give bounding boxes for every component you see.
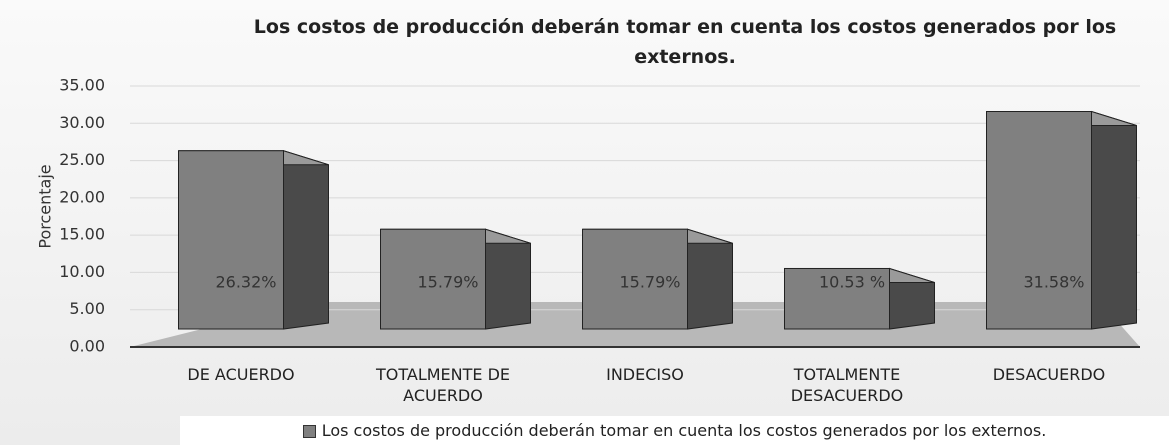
x-tick-label: TOTALMENTE DESACUERDO bbox=[790, 365, 904, 405]
y-tick-label: 15.00 bbox=[59, 225, 105, 244]
bar-side bbox=[485, 228, 531, 330]
bar bbox=[178, 150, 284, 330]
bar-side bbox=[687, 228, 733, 330]
y-tick-label: 0.00 bbox=[69, 337, 105, 356]
y-axis-label: Porcentaje bbox=[36, 164, 55, 248]
y-tick-label: 35.00 bbox=[59, 76, 105, 95]
x-tick-label: DESACUERDO bbox=[992, 365, 1106, 384]
y-tick-label: 25.00 bbox=[59, 150, 105, 169]
y-tick-label: 10.00 bbox=[59, 262, 105, 281]
x-tick-label: INDECISO bbox=[606, 365, 684, 384]
bar bbox=[784, 267, 890, 330]
legend-label: Los costos de producción deberán tomar e… bbox=[321, 421, 1047, 440]
legend-swatch bbox=[302, 425, 316, 438]
y-tick-label: 5.00 bbox=[69, 299, 105, 318]
data-label: 15.79% bbox=[417, 273, 478, 292]
x-tick-label: TOTALMENTE DE ACUERDO bbox=[375, 365, 511, 405]
legend: Los costos de producción deberán tomar e… bbox=[180, 416, 1169, 445]
y-tick-label: 30.00 bbox=[59, 113, 105, 132]
y-tick-label: 20.00 bbox=[59, 187, 105, 206]
bar-side bbox=[283, 150, 329, 330]
data-label: 10.53 % bbox=[819, 273, 885, 292]
data-label: 31.58% bbox=[1023, 273, 1084, 292]
bar-side bbox=[1091, 110, 1137, 330]
x-tick-label: DE ACUERDO bbox=[187, 365, 295, 384]
bar bbox=[986, 111, 1092, 330]
data-label: 15.79% bbox=[619, 273, 680, 292]
chart-title: Los costos de producción deberán tomar e… bbox=[253, 16, 1117, 68]
bar bbox=[380, 228, 486, 330]
data-label: 26.32% bbox=[215, 273, 276, 292]
bar bbox=[582, 228, 688, 330]
